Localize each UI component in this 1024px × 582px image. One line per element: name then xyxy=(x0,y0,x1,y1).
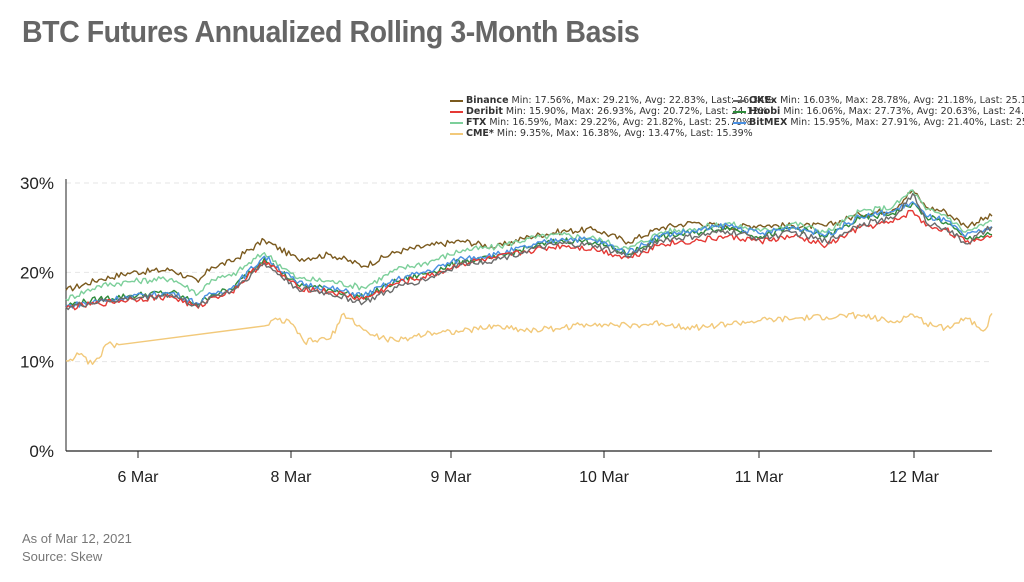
series-line-deribit xyxy=(65,209,993,311)
legend-swatch xyxy=(450,99,463,102)
chart-footer: As of Mar 12, 2021 Source: Skew xyxy=(22,530,132,566)
legend-swatch xyxy=(733,99,746,102)
series-line-huobi xyxy=(65,202,993,307)
legend-item[interactable]: CME* Min: 9.35%, Max: 16.38%, Avg: 13.47… xyxy=(450,128,753,140)
series-line-binance xyxy=(65,189,993,292)
legend-series-name: BitMEX xyxy=(749,117,788,128)
source-note: Source: Skew xyxy=(22,549,103,564)
legend-item[interactable]: FTX Min: 16.59%, Max: 29.22%, Avg: 21.82… xyxy=(450,117,751,129)
legend-item[interactable]: OKEx Min: 16.03%, Max: 28.78%, Avg: 21.1… xyxy=(733,95,1024,107)
x-tick-label: 6 Mar xyxy=(118,469,160,486)
legend-series-name: Huobi xyxy=(749,106,781,117)
legend-item[interactable]: BitMEX Min: 15.95%, Max: 27.91%, Avg: 21… xyxy=(733,117,1024,129)
legend-stats: Min: 16.06%, Max: 27.73%, Avg: 20.63%, L… xyxy=(780,106,1024,117)
legend-stats: Min: 15.90%, Max: 26.93%, Avg: 20.72%, L… xyxy=(502,106,768,117)
legend-stats: Min: 17.56%, Max: 29.21%, Avg: 22.83%, L… xyxy=(508,95,774,106)
legend-series-name: Binance xyxy=(466,95,509,106)
legend-stats: Min: 16.59%, Max: 29.22%, Avg: 21.82%, L… xyxy=(486,117,752,128)
chart-title: BTC Futures Annualized Rolling 3-Month B… xyxy=(22,14,640,49)
legend-series-name: FTX xyxy=(466,117,487,128)
series-line-ftx xyxy=(65,189,993,302)
x-tick-label: 8 Mar xyxy=(271,469,313,486)
as-of-date: As of Mar 12, 2021 xyxy=(22,531,132,546)
legend-stats: Min: 16.03%, Max: 28.78%, Avg: 21.18%, L… xyxy=(777,95,1024,106)
y-tick-label: 0% xyxy=(29,442,54,461)
series-line-bitmex xyxy=(65,201,993,309)
legend-stats: Min: 15.95%, Max: 27.91%, Avg: 21.40%, L… xyxy=(790,117,1024,128)
x-tick-label: 11 Mar xyxy=(735,469,784,486)
series-line-okex xyxy=(65,192,993,311)
legend-swatch xyxy=(450,132,463,135)
y-tick-label: 10% xyxy=(20,353,54,372)
legend-series-name: OKEx xyxy=(749,95,778,106)
legend-series-name: CME* xyxy=(466,128,494,139)
legend-item[interactable]: Binance Min: 17.56%, Max: 29.21%, Avg: 2… xyxy=(450,95,773,107)
legend-swatch xyxy=(450,121,463,124)
legend-swatch xyxy=(733,121,746,124)
y-tick-label: 30% xyxy=(20,174,54,193)
x-tick-label: 9 Mar xyxy=(431,469,473,486)
legend-swatch xyxy=(450,110,463,113)
legend-stats: Min: 9.35%, Max: 16.38%, Avg: 13.47%, La… xyxy=(493,128,753,139)
x-tick-label: 10 Mar xyxy=(579,469,629,486)
y-tick-label: 20% xyxy=(20,263,54,282)
legend-item[interactable]: Huobi Min: 16.06%, Max: 27.73%, Avg: 20.… xyxy=(733,106,1024,118)
x-tick-label: 12 Mar xyxy=(889,469,939,486)
legend-swatch xyxy=(733,110,746,113)
legend-item[interactable]: Deribit Min: 15.90%, Max: 26.93%, Avg: 2… xyxy=(450,106,768,118)
series-line-cme xyxy=(65,311,993,365)
legend-series-name: Deribit xyxy=(466,106,503,117)
